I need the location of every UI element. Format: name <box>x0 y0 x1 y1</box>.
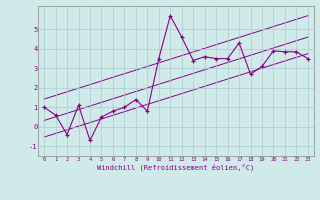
X-axis label: Windchill (Refroidissement éolien,°C): Windchill (Refroidissement éolien,°C) <box>97 163 255 171</box>
